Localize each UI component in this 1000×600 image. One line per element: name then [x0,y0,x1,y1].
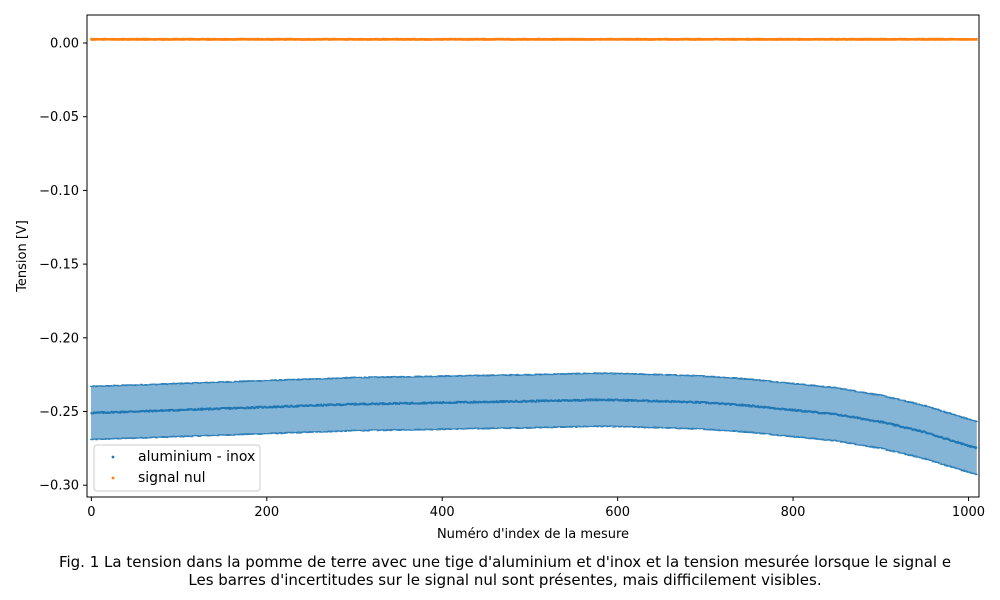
series-layer [89,37,978,476]
axes-frame [86,14,980,498]
y-tick-label: −0.30 [39,479,79,494]
legend-marker-signal-nul [111,476,115,480]
figure-caption-line-1: Fig. 1 La tension dans la pomme de terre… [58,553,952,571]
y-tick-label: −0.05 [39,110,79,125]
y-axis-label: Tension [V] [15,220,30,293]
x-axis-label: Numéro d'index de la mesure [437,527,629,542]
points [90,37,978,41]
legend-box [93,444,261,492]
y-tick-label: −0.10 [39,184,79,199]
x-tick-label: 200 [254,505,279,520]
legend-label-signal-nul: signal nul [138,470,206,486]
x-tick-label: 800 [781,505,806,520]
y-tick-label: −0.20 [39,331,79,346]
legend: aluminium - inox signal nul [93,444,261,492]
y-tick-label: −0.15 [39,258,79,273]
y-tick-label: 0.00 [50,37,79,52]
legend-marker-aluminium-inox [111,455,115,459]
y-tick-label: −0.25 [39,405,79,420]
x-tick-label: 400 [430,505,455,520]
figure-caption-line-2: Les barres d'incertitudes sur le signal … [188,571,822,589]
series-signal-nul [89,37,978,41]
x-tick-label: 600 [605,505,630,520]
legend-label-aluminium-inox: aluminium - inox [138,449,255,465]
ticks-layer: 0 200 400 600 800 1000 0.00 −0.05 −0.10 −0.15 −0.2… [39,37,985,520]
x-tick-label: 0 [87,505,95,520]
x-tick-label: 1000 [952,505,985,520]
data-points [90,398,978,450]
error-bar-caps [89,372,978,476]
points [90,398,978,450]
series-aluminium-inox [89,372,978,476]
data-points [90,37,978,41]
